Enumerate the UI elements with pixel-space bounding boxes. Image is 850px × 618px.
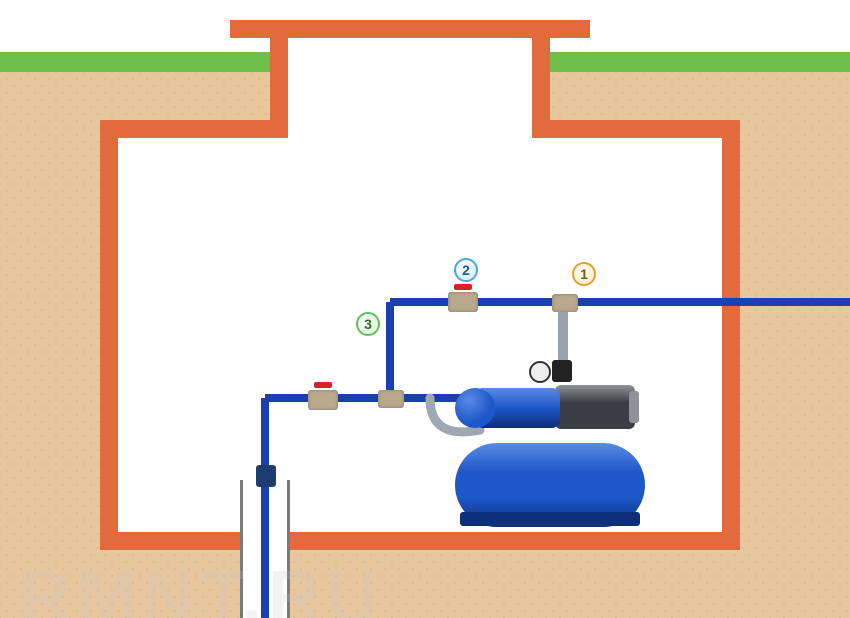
- pipe-bypass-vertical: [386, 302, 394, 398]
- pipe-to-pump-horizontal: [265, 394, 470, 402]
- well-coupling: [256, 465, 276, 487]
- neck-wall-left: [270, 38, 288, 120]
- tee-bypass: [378, 390, 404, 408]
- pump-nose: [455, 388, 495, 428]
- marker-2: 2: [454, 258, 478, 282]
- chamber-wall-right: [722, 120, 740, 550]
- chamber-lid: [230, 20, 590, 38]
- pump-motor-fan: [629, 391, 639, 423]
- chamber-wall-left: [100, 120, 118, 550]
- valve-inlet: [308, 390, 338, 410]
- valve-top-handle: [454, 284, 472, 290]
- pump-motor: [555, 385, 635, 429]
- neck-interior: [288, 38, 532, 138]
- valve-top: [448, 292, 478, 312]
- chamber-top-left: [100, 120, 288, 138]
- neck-wall-right: [532, 38, 550, 120]
- diagram-root: 123RMNT.RU: [0, 0, 850, 618]
- tee-outlet: [552, 294, 578, 312]
- pump-gauge: [529, 361, 551, 383]
- chamber-floor: [100, 532, 740, 550]
- valve-inlet-handle: [314, 382, 332, 388]
- chamber-top-right: [532, 120, 740, 138]
- marker-3: 3: [356, 312, 380, 336]
- marker-1: 1: [572, 262, 596, 286]
- pump-base: [460, 512, 640, 526]
- pump-pressure-switch: [552, 360, 572, 382]
- pipe-well-riser: [261, 398, 269, 618]
